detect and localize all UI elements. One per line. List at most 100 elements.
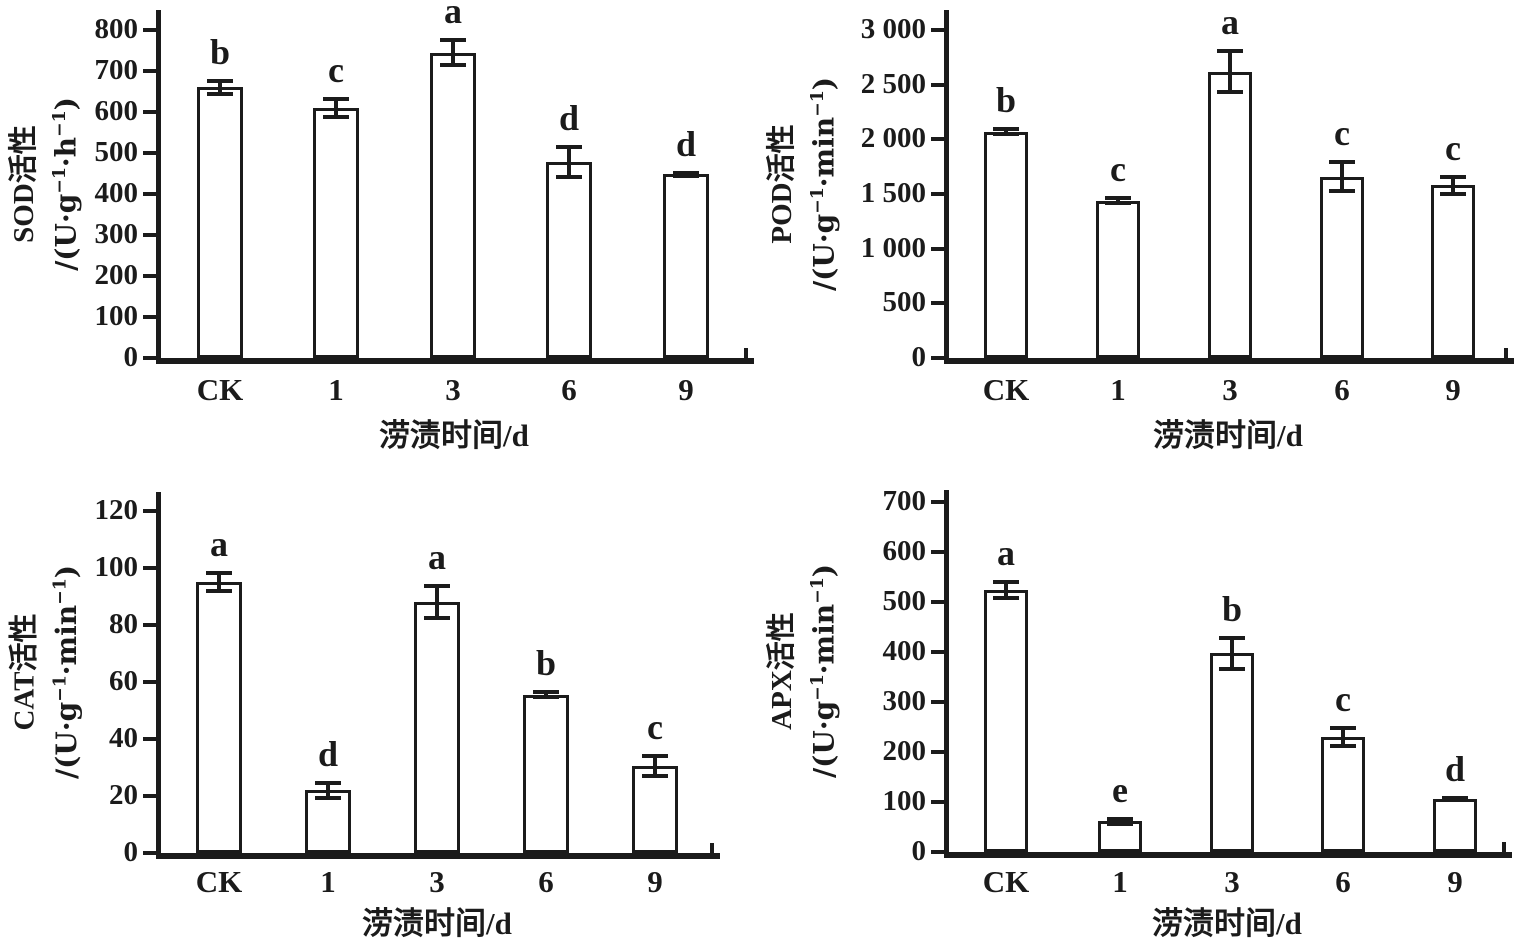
error-bar-line xyxy=(1118,817,1122,825)
x-category-label: 9 xyxy=(647,864,663,899)
bar-1 xyxy=(1098,821,1142,852)
error-bar-cap-bottom xyxy=(1440,191,1466,196)
significance-letter: d xyxy=(317,733,339,774)
bar-6 xyxy=(1321,737,1365,852)
bar-ck xyxy=(196,582,242,853)
y-axis-title-unit: /(U·g−1·min−1) xyxy=(807,563,841,779)
x-category-label: CK xyxy=(982,372,1030,407)
y-tick-label: 500 xyxy=(94,136,139,168)
error-bar-cap-bottom xyxy=(993,131,1019,136)
error-bar-cap-top xyxy=(1105,195,1131,200)
y-tick xyxy=(143,794,156,798)
y-tick-label: 2 500 xyxy=(860,67,926,100)
x-axis-line xyxy=(156,853,720,859)
y-tick-label: 0 xyxy=(911,835,927,867)
y-tick-label: 120 xyxy=(94,494,139,526)
error-bar-line xyxy=(544,691,548,699)
error-bar-line xyxy=(334,97,338,119)
y-tick-label: 400 xyxy=(94,177,139,209)
y-tick-label: 500 xyxy=(882,585,927,617)
error-bar-cap-top xyxy=(1219,635,1245,640)
x-axis-line xyxy=(944,358,1514,364)
error-bar-line xyxy=(1341,727,1345,747)
x-axis-end-tick xyxy=(1502,842,1506,852)
y-tick-label: 600 xyxy=(94,95,139,127)
x-category-label: 6 xyxy=(538,864,554,899)
significance-letter: c xyxy=(1445,127,1461,168)
y-tick-label: 0 xyxy=(911,341,927,373)
y-tick-label: 80 xyxy=(109,608,138,640)
x-axis-line xyxy=(944,852,1512,858)
y-tick-label: 20 xyxy=(109,779,138,811)
error-bar-cap-top xyxy=(315,780,341,785)
error-bar-cap-bottom xyxy=(440,62,466,67)
error-bar-cap-bottom xyxy=(1105,201,1131,206)
x-category-label: 3 xyxy=(1224,864,1240,899)
error-bar-cap-top xyxy=(424,584,450,589)
bar-ck xyxy=(197,87,243,358)
y-tick xyxy=(143,69,156,73)
error-bar-cap-top xyxy=(533,690,559,695)
y-tick-label: 800 xyxy=(94,13,139,45)
error-bar-cap-top xyxy=(1217,49,1243,54)
y-tick xyxy=(931,82,944,87)
significance-letter: b xyxy=(209,32,231,73)
y-axis-title-name: APX活性 xyxy=(766,612,798,730)
y-tick-label: 600 xyxy=(882,535,927,567)
x-category-label: 1 xyxy=(1112,864,1128,899)
error-bar-line xyxy=(1340,161,1344,192)
y-tick xyxy=(931,246,944,251)
x-category-label: 6 xyxy=(1334,372,1350,407)
bar-1 xyxy=(313,107,359,358)
error-bar-cap-top xyxy=(993,579,1019,584)
error-bar-line xyxy=(1230,636,1234,670)
error-bar-line xyxy=(435,585,439,620)
y-tick-label: 200 xyxy=(94,259,139,291)
x-axis-title: 涝渍时间/d xyxy=(1152,906,1302,941)
error-bar-cap-bottom xyxy=(1217,89,1243,94)
y-axis-line xyxy=(156,10,161,364)
error-bar-cap-bottom xyxy=(533,695,559,700)
error-bar-cap-bottom xyxy=(1107,821,1133,826)
x-axis-title: 涝渍时间/d xyxy=(379,418,529,453)
y-tick-label: 300 xyxy=(882,685,927,717)
error-bar-cap-bottom xyxy=(315,795,341,800)
y-tick-label: 100 xyxy=(882,785,927,817)
y-tick xyxy=(931,850,944,854)
error-bar-line xyxy=(326,781,330,799)
bar-3 xyxy=(430,52,476,358)
y-tick-label: 100 xyxy=(94,300,139,332)
y-tick xyxy=(143,315,156,319)
y-tick-label: 60 xyxy=(109,665,138,697)
error-bar-cap-bottom xyxy=(1330,744,1356,748)
y-tick xyxy=(143,509,156,513)
y-tick xyxy=(931,356,944,360)
bar-6 xyxy=(546,162,592,358)
y-tick-label: 700 xyxy=(882,485,927,517)
y-tick xyxy=(143,28,156,32)
error-bar-cap-top xyxy=(556,145,582,150)
y-tick-label: 2 000 xyxy=(860,122,926,155)
error-bar-cap-bottom xyxy=(673,173,699,178)
y-tick xyxy=(143,566,156,570)
error-bar-cap-bottom xyxy=(993,595,1019,600)
error-bar-line xyxy=(653,754,657,778)
x-category-label: CK xyxy=(982,864,1030,899)
y-tick xyxy=(931,750,944,754)
error-bar-line xyxy=(567,146,571,178)
x-category-label: 1 xyxy=(320,864,336,899)
y-tick-label: 40 xyxy=(109,722,138,754)
significance-letter: c xyxy=(647,706,663,747)
significance-letter: c xyxy=(328,49,344,90)
error-bar-line xyxy=(1004,580,1008,599)
error-bar-line xyxy=(451,39,455,66)
y-tick-label: 700 xyxy=(94,54,139,86)
y-tick-label: 0 xyxy=(123,341,139,373)
error-bar-cap-top xyxy=(673,170,699,175)
error-bar-cap-top xyxy=(1329,160,1355,165)
error-bar-cap-top xyxy=(440,38,466,43)
y-tick xyxy=(931,700,944,704)
error-bar-cap-top xyxy=(1440,174,1466,179)
bar-ck xyxy=(984,589,1028,852)
significance-letter: a xyxy=(210,524,228,565)
